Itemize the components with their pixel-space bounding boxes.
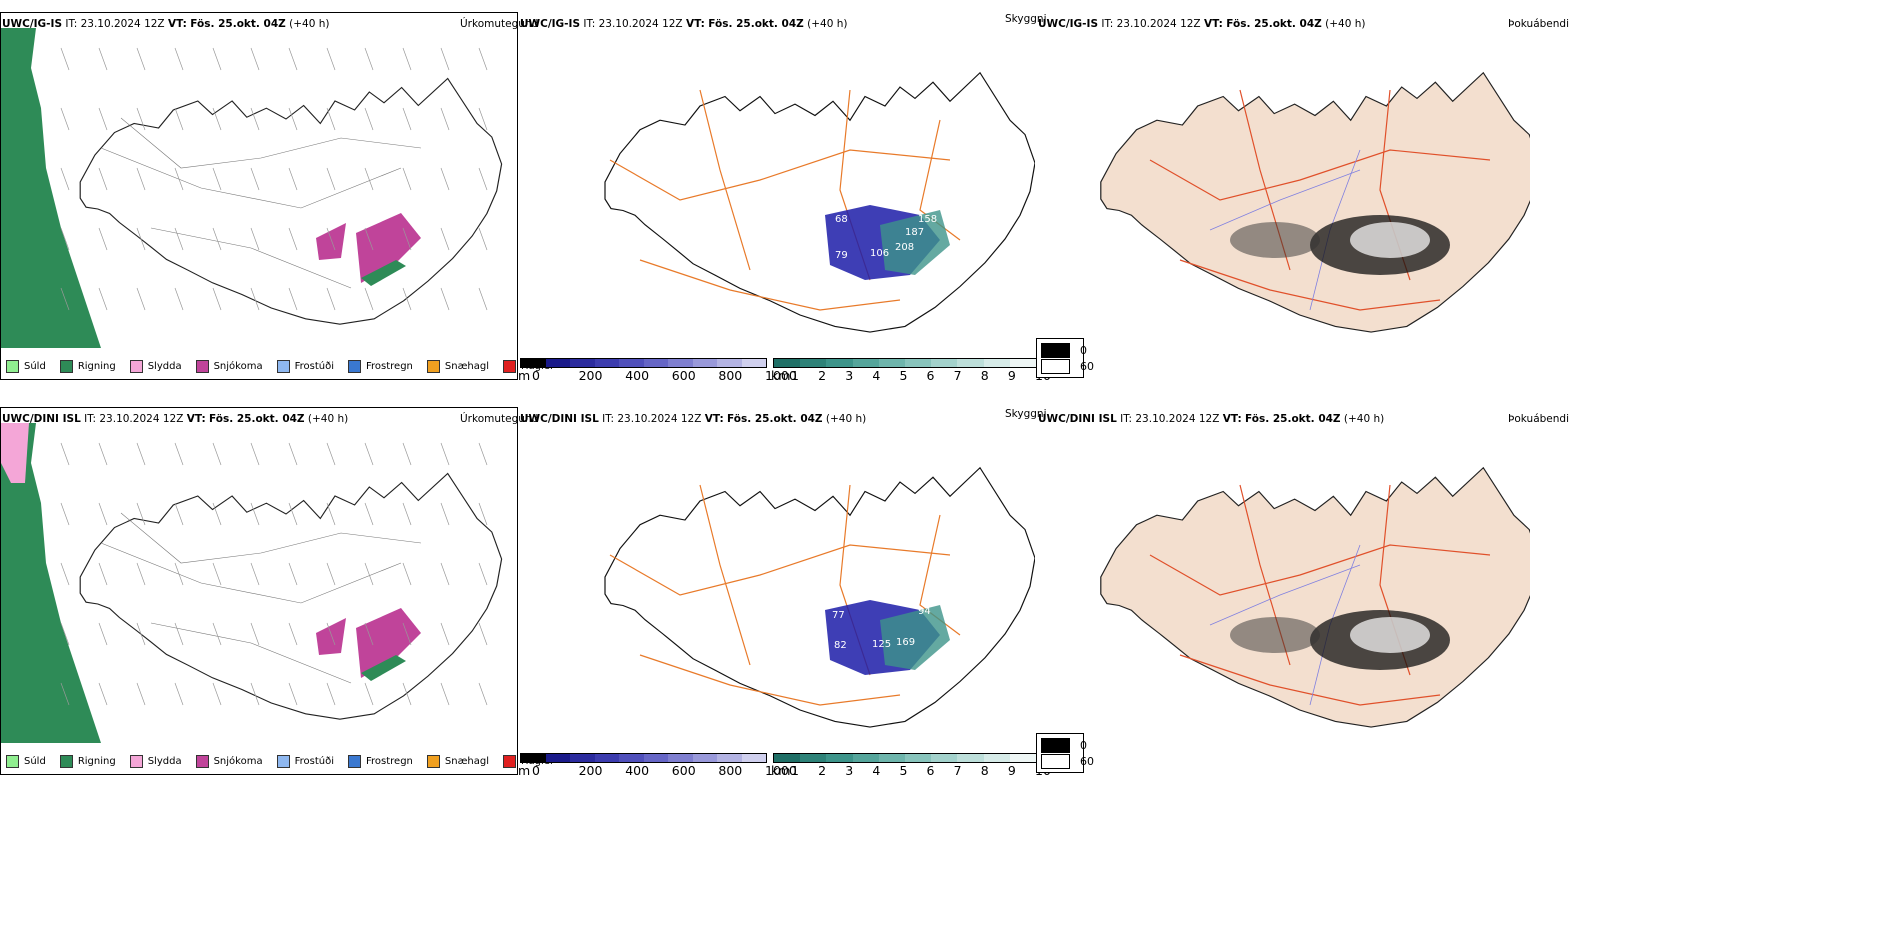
legend-swatch	[426, 360, 440, 373]
legend-swatch	[426, 755, 440, 768]
legend-item: Snjókoma	[195, 360, 263, 373]
fog-title: Þokuábendi	[1508, 413, 1569, 425]
legend-swatch	[6, 360, 19, 373]
tick-label: 1000	[765, 763, 797, 778]
precip-type-title: Úrkomutegund	[460, 18, 539, 30]
legend-swatch	[59, 360, 73, 373]
tick-label: 800	[718, 368, 743, 383]
legend-item: Súld	[6, 360, 46, 373]
tick-label: 5	[899, 368, 908, 383]
tick-label: 200	[578, 763, 603, 778]
visibility-map	[604, 71, 1035, 333]
visibility-title: Skyggni	[1005, 408, 1047, 420]
legend-swatch	[129, 360, 143, 373]
cloud-base-value: 187	[905, 227, 924, 238]
precip-type-title: Úrkomutegund	[460, 413, 539, 425]
legend-swatch	[503, 360, 517, 373]
tick-label: 0	[532, 368, 540, 383]
visibility-map	[604, 466, 1035, 728]
cloud-base-value: 82	[834, 640, 847, 651]
legend-swatch	[348, 360, 361, 373]
tick-label: 600	[671, 763, 696, 778]
legend-swatch	[59, 755, 73, 768]
tick-label: 4	[872, 763, 881, 778]
precip-map	[1, 28, 503, 348]
precip-map	[1, 423, 503, 743]
legend-swatch	[195, 360, 209, 373]
legend-item: Rigning	[59, 755, 116, 768]
panel-header: UWC/IG-IS IT: 23.10.2024 12Z VT: Fös. 25…	[2, 18, 330, 30]
legend-swatch	[6, 755, 19, 768]
cloud-base-value: 79	[835, 250, 848, 261]
tick-label: 9	[1007, 763, 1016, 778]
cloud-base-value: 58	[578, 194, 591, 205]
cloud-base-value: 169	[896, 637, 915, 648]
tick-label: 600	[671, 368, 696, 383]
legend-swatch	[276, 360, 290, 373]
legend-swatch	[195, 755, 209, 768]
legend-item: Frostúði	[276, 755, 334, 768]
tick-label: 8	[980, 368, 989, 383]
panel-header: UWC/DINI ISL IT: 23.10.2024 12Z VT: Fös.…	[1038, 413, 1385, 425]
fog-legend: 0 60	[1036, 733, 1094, 773]
legend-swatch	[276, 755, 290, 768]
fog-title: Þokuábendi	[1508, 18, 1569, 30]
cloud-base-value: 94	[918, 606, 931, 617]
panel-header: UWC/IG-IS IT: 23.10.2024 12Z VT: Fös. 25…	[520, 18, 848, 30]
legend-item: Rigning	[59, 360, 116, 373]
legend-swatch	[348, 755, 361, 768]
tick-label: 1000	[765, 368, 797, 383]
tick-label: 200	[578, 368, 603, 383]
legend-item: Slydda	[129, 360, 182, 373]
tick-label: 3	[845, 763, 854, 778]
tick-label: 400	[625, 763, 650, 778]
legend-item: Frostregn	[348, 360, 413, 373]
visibility-title: Skyggni	[1005, 13, 1047, 25]
cloud-base-value: 72	[748, 312, 761, 323]
tick-label: 800	[718, 763, 743, 778]
tick-label: 3	[845, 368, 854, 383]
tick-label: 1	[791, 763, 799, 778]
tick-label: 0	[532, 763, 540, 778]
precip-type-panel	[0, 407, 518, 775]
legend-item: Frostúði	[276, 360, 334, 373]
legend-item: Frostregn	[348, 755, 413, 768]
tick-label: 2	[818, 763, 827, 778]
legend-item: Snæhagl	[426, 360, 489, 373]
panel-header: UWC/DINI ISL IT: 23.10.2024 12Z VT: Fös.…	[520, 413, 867, 425]
tick-label: 7	[953, 368, 962, 383]
cloud-base-value: 106	[870, 248, 889, 259]
cloud-base-value: 208	[895, 242, 914, 253]
tick-label: 2	[818, 368, 827, 383]
tick-label: 400	[625, 368, 650, 383]
tick-label: 6	[926, 368, 935, 383]
cloud-base-value: 68	[835, 214, 848, 225]
fog-legend: 0 60	[1036, 338, 1094, 378]
fog-map	[1100, 466, 1530, 728]
legend-item: Súld	[6, 755, 46, 768]
legend-item: Snjókoma	[195, 755, 263, 768]
tick-label: 4	[872, 368, 881, 383]
tick-label: 9	[1007, 368, 1016, 383]
tick-label: 1	[791, 368, 799, 383]
cloud-base-value: 77	[832, 610, 845, 621]
tick-label: 5	[899, 763, 908, 778]
legend-item: Slydda	[129, 755, 182, 768]
legend-swatch	[503, 755, 517, 768]
tick-label: 8	[980, 763, 989, 778]
cloud-base-value: 125	[872, 639, 891, 650]
legend-item: Snæhagl	[426, 755, 489, 768]
cloud-base-value: 158	[918, 214, 937, 225]
fog-map	[1100, 71, 1530, 333]
tick-label: 6	[926, 763, 935, 778]
precip-type-panel	[0, 12, 518, 380]
panel-header: UWC/IG-IS IT: 23.10.2024 12Z VT: Fös. 25…	[1038, 18, 1366, 30]
tick-label: 7	[953, 763, 962, 778]
panel-header: UWC/DINI ISL IT: 23.10.2024 12Z VT: Fös.…	[2, 413, 349, 425]
cloud-base-value: 74	[768, 312, 781, 323]
legend-swatch	[129, 755, 143, 768]
